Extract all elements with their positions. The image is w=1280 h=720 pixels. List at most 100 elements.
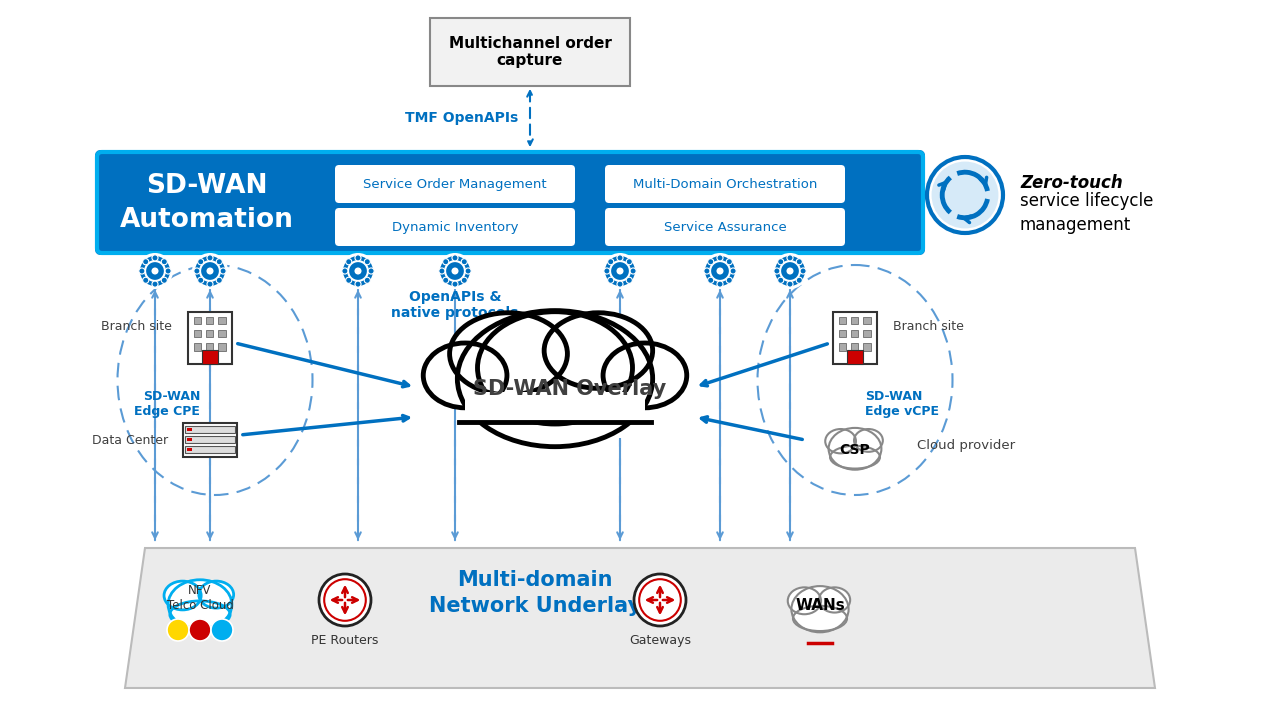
Ellipse shape [828,428,882,469]
Text: Branch site: Branch site [893,320,964,333]
Text: Zero-touch: Zero-touch [1020,174,1123,192]
Circle shape [634,574,686,626]
Bar [206,330,214,338]
Circle shape [717,281,723,287]
Circle shape [796,277,803,283]
Circle shape [465,268,471,274]
Circle shape [355,268,361,274]
Text: Gateways: Gateways [628,634,691,647]
Circle shape [142,277,148,283]
Circle shape [932,161,998,228]
Circle shape [730,268,736,274]
Circle shape [800,268,806,274]
Circle shape [626,258,632,265]
Circle shape [461,258,467,265]
Circle shape [787,255,794,261]
Circle shape [192,253,228,289]
Bar [188,312,232,364]
Circle shape [778,258,783,265]
Ellipse shape [449,312,567,395]
Circle shape [608,277,614,283]
Circle shape [216,277,223,283]
Text: Dynamic Inventory: Dynamic Inventory [392,220,518,233]
Circle shape [211,619,233,641]
Ellipse shape [792,606,847,631]
Circle shape [365,258,370,265]
Ellipse shape [797,600,842,625]
Circle shape [436,253,474,289]
Bar [206,343,214,351]
Circle shape [604,255,636,287]
Bar [838,330,846,338]
Circle shape [704,268,710,274]
Circle shape [319,574,371,626]
Bar [187,448,192,451]
Circle shape [340,253,376,289]
Circle shape [774,255,806,287]
Circle shape [346,277,352,283]
Text: SD-WAN
Edge vCPE: SD-WAN Edge vCPE [865,390,940,418]
Circle shape [452,268,458,274]
Text: PE Routers: PE Routers [311,634,379,647]
Text: Branch site: Branch site [101,320,172,333]
Circle shape [193,268,200,274]
Text: OpenAPIs &
native protocols: OpenAPIs & native protocols [392,290,518,320]
Ellipse shape [474,344,636,422]
Circle shape [726,277,732,283]
Ellipse shape [168,580,232,629]
Circle shape [137,253,173,289]
Circle shape [151,268,159,274]
Ellipse shape [477,312,632,424]
Text: NFV
Telco Cloud: NFV Telco Cloud [166,584,233,612]
Circle shape [701,253,739,289]
Circle shape [626,277,632,283]
Text: Data Center: Data Center [92,433,168,446]
Bar [430,18,630,86]
Text: SD-WAN
Automation: SD-WAN Automation [120,173,294,233]
Circle shape [161,277,168,283]
Circle shape [161,258,168,265]
Bar [851,317,859,324]
Circle shape [443,277,449,283]
Ellipse shape [175,595,225,621]
Circle shape [778,277,783,283]
Ellipse shape [198,581,234,608]
Text: Multi-Domain Orchestration: Multi-Domain Orchestration [632,178,817,191]
Circle shape [220,268,227,274]
Circle shape [452,281,458,287]
Text: service lifecycle
management: service lifecycle management [1020,192,1153,234]
Bar [863,330,870,338]
Circle shape [717,268,723,274]
Ellipse shape [164,581,201,610]
Bar [851,330,859,338]
Circle shape [152,255,157,261]
Circle shape [443,258,449,265]
Circle shape [617,255,623,261]
Circle shape [439,268,445,274]
Bar [187,428,192,431]
Ellipse shape [603,343,687,408]
Ellipse shape [544,312,653,388]
Circle shape [365,277,370,283]
Ellipse shape [791,586,849,632]
Bar [186,446,234,454]
Bar [863,317,870,324]
Circle shape [772,253,808,289]
Circle shape [165,268,172,274]
Circle shape [346,258,352,265]
Ellipse shape [854,429,883,452]
Circle shape [461,277,467,283]
Text: WANs: WANs [795,598,845,613]
Circle shape [796,258,803,265]
Circle shape [324,579,366,621]
Circle shape [140,255,172,287]
Bar [187,438,192,441]
Polygon shape [125,548,1155,688]
Circle shape [166,619,189,641]
Text: CSP: CSP [840,443,870,457]
Circle shape [439,255,471,287]
FancyBboxPatch shape [605,208,845,246]
Bar [186,426,234,433]
Bar [193,343,201,351]
Circle shape [189,619,211,641]
